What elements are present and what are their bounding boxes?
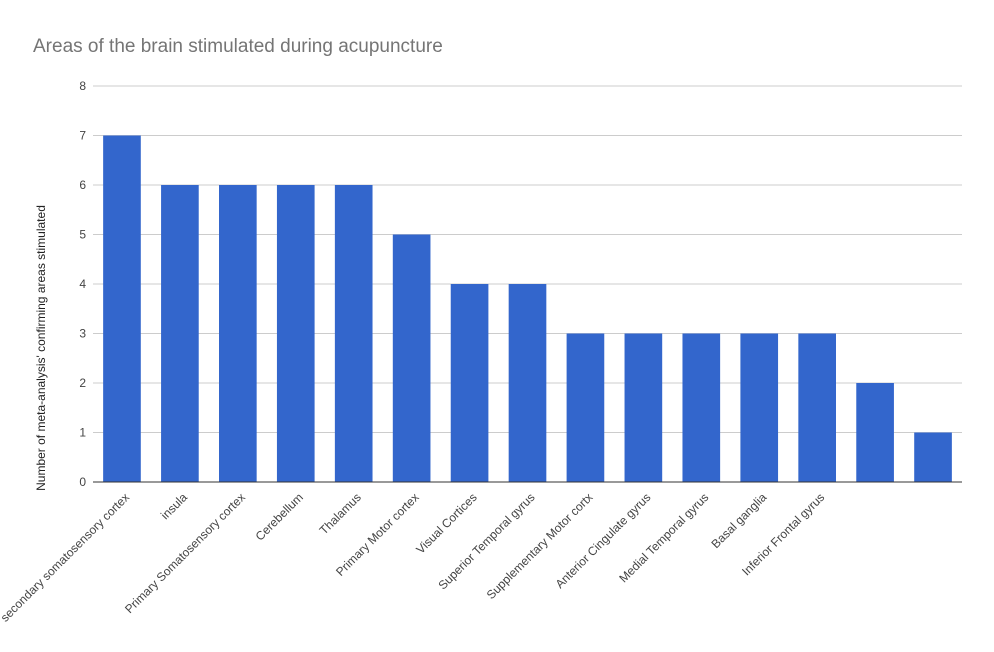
x-tick-label: insula xyxy=(158,490,190,522)
bar xyxy=(566,333,605,482)
bar xyxy=(276,185,315,482)
x-tick-label: Supplementary Motor cortx xyxy=(484,490,596,602)
bar xyxy=(798,333,836,482)
y-tick-label: 8 xyxy=(79,79,86,93)
bar xyxy=(914,432,952,482)
y-tick-label: 6 xyxy=(79,178,86,192)
x-tick-label: Thalamus xyxy=(317,490,364,537)
y-tick-label: 3 xyxy=(79,327,86,341)
y-axis-label: Number of meta-analysis' confirming area… xyxy=(34,205,48,491)
y-tick-label: 4 xyxy=(79,277,86,291)
bar xyxy=(508,284,547,482)
bar xyxy=(450,284,489,482)
x-tick-label: secondary somatosensory cortex xyxy=(0,490,132,624)
y-tick-label: 2 xyxy=(79,376,86,390)
bar xyxy=(392,234,431,482)
x-axis-ticks: secondary somatosensory cortex insulaPrim… xyxy=(0,490,827,625)
y-axis-ticks: 0 1 2 3 4 5 6 7 8 xyxy=(79,79,86,489)
bar xyxy=(219,185,257,482)
x-tick-label: Superior Temporal gyrus xyxy=(435,490,537,592)
x-tick-label: Anterior Cingulate gyrus xyxy=(553,490,654,591)
bar xyxy=(740,333,779,482)
x-tick-label: Basal ganglia xyxy=(708,490,769,551)
y-tick-label: 7 xyxy=(79,129,86,143)
bar xyxy=(161,185,199,482)
y-tick-label: 0 xyxy=(79,475,86,489)
bar xyxy=(682,333,721,482)
chart-title: Areas of the brain stimulated during acu… xyxy=(33,36,443,57)
y-tick-label: 1 xyxy=(79,426,86,440)
y-tick-label: 5 xyxy=(79,228,86,242)
bar xyxy=(103,135,141,482)
bar xyxy=(856,383,894,482)
bar xyxy=(624,333,663,482)
bars xyxy=(103,135,952,482)
x-tick-label: Cerebellum xyxy=(253,490,306,543)
bar xyxy=(334,185,373,482)
x-tick-label: Visual Cortices xyxy=(413,490,479,556)
x-tick-label: Primary Somatosensory cortex xyxy=(122,490,248,616)
